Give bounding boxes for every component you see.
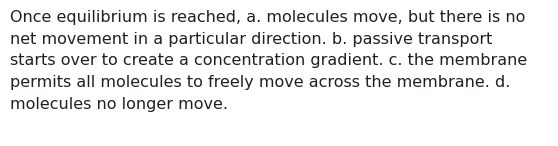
- Text: Once equilibrium is reached, a. molecules move, but there is no
net movement in : Once equilibrium is reached, a. molecule…: [10, 10, 527, 112]
